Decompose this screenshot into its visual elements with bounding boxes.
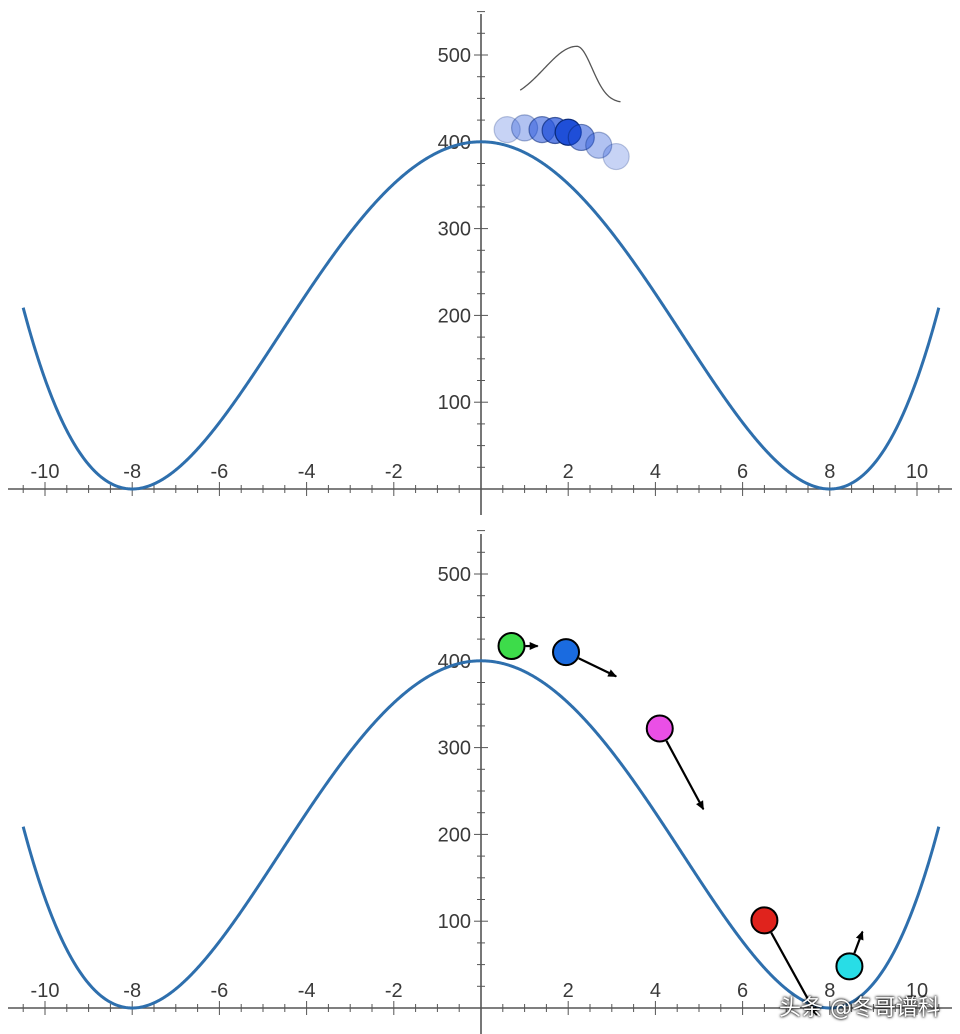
ball: [835, 952, 864, 981]
distribution-curve: [519, 45, 621, 103]
y-tick-label: 500: [438, 564, 471, 586]
y-tick-label: 100: [438, 392, 471, 414]
y-tick-label: 100: [438, 911, 471, 933]
y-tick-label: 200: [438, 305, 471, 327]
watermark: 头条 @冬哥谱科: [779, 996, 940, 1021]
ball: [750, 906, 779, 935]
position-marker: [493, 116, 521, 144]
y-tick-label: 500: [438, 45, 471, 67]
x-tick-label: -4: [298, 980, 316, 1002]
x-tick-label: 10: [906, 980, 928, 1002]
x-tick-label: -10: [31, 980, 60, 1002]
curve-line: [21, 140, 941, 491]
x-tick-label: 8: [824, 980, 835, 1002]
ball: [497, 632, 526, 661]
y-tick-label: 300: [438, 738, 471, 760]
velocity-arrow: [853, 930, 864, 954]
x-tick-label: -6: [211, 461, 229, 483]
x-tick-label: 2: [563, 461, 574, 483]
x-tick-label: 4: [650, 461, 661, 483]
y-tick-label: 300: [438, 219, 471, 241]
velocity-arrow: [665, 740, 705, 811]
x-tick-label: 6: [737, 980, 748, 1002]
x-tick-label: -6: [211, 980, 229, 1002]
x-tick-label: -4: [298, 461, 316, 483]
curve-line: [21, 659, 941, 1010]
x-tick-label: -8: [123, 980, 141, 1002]
x-tick-label: 6: [737, 461, 748, 483]
x-tick-label: 8: [824, 461, 835, 483]
ball: [552, 638, 581, 667]
x-tick-label: -8: [123, 461, 141, 483]
velocity-arrow: [770, 932, 818, 1016]
position-marker: [585, 131, 613, 159]
x-tick-label: 10: [906, 461, 928, 483]
velocity-arrow: [578, 657, 618, 678]
x-tick-label: -2: [385, 980, 403, 1002]
position-marker: [602, 142, 630, 171]
x-tick-label: -2: [385, 461, 403, 483]
x-tick-label: 2: [563, 980, 574, 1002]
ball: [645, 714, 674, 743]
x-tick-label: -10: [31, 461, 60, 483]
y-tick-label: 200: [438, 824, 471, 846]
position-marker: [567, 123, 595, 152]
x-tick-label: 4: [650, 980, 661, 1002]
